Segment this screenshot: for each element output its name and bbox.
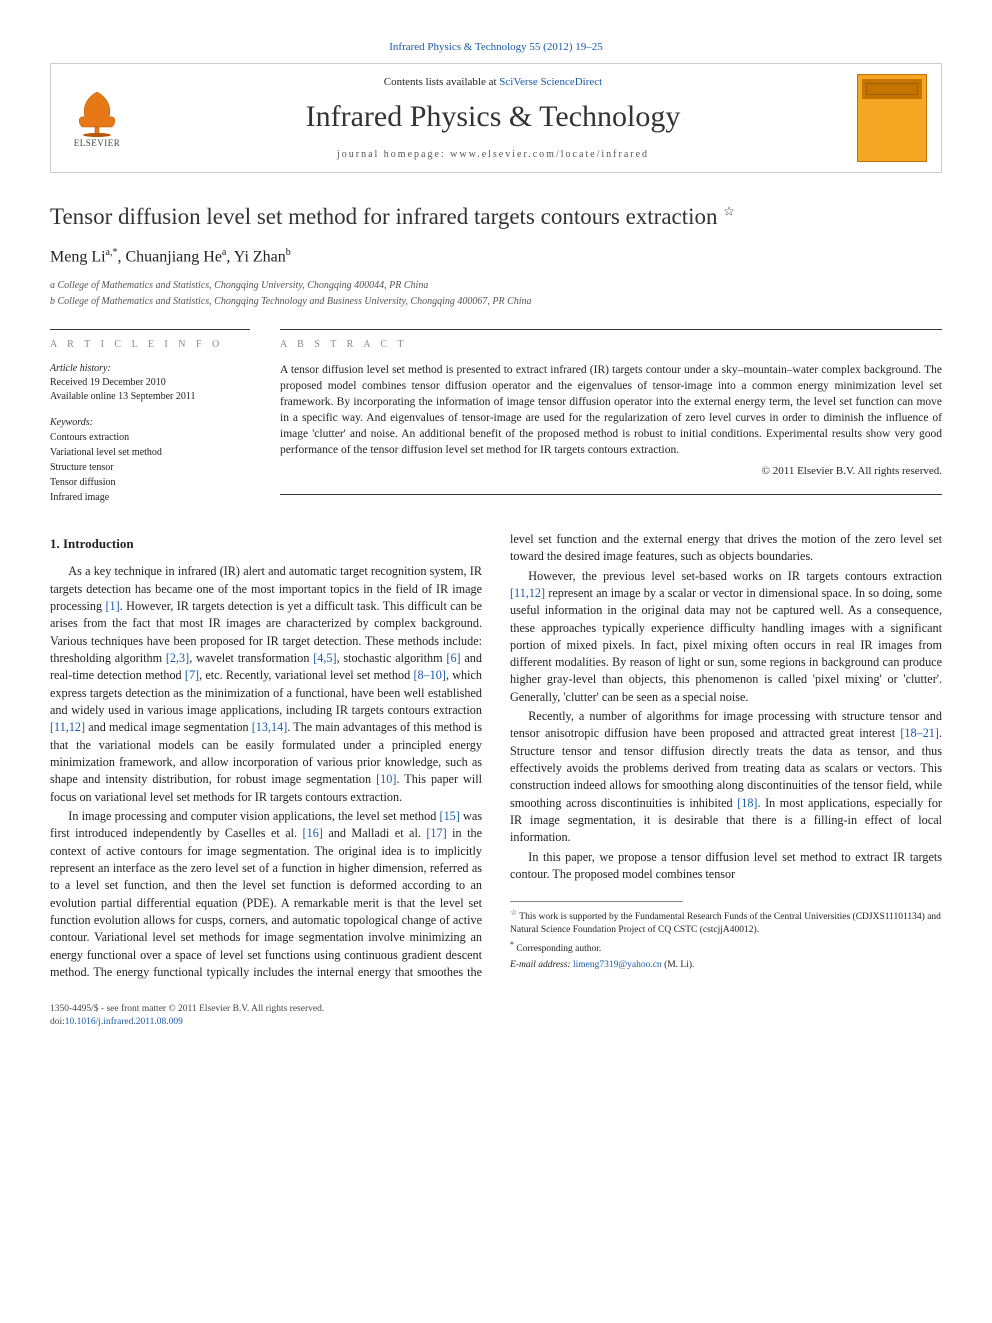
body-paragraph: As a key technique in infrared (IR) aler…	[50, 563, 482, 806]
author-3: Yi Zhan	[234, 248, 286, 265]
elsevier-tree-icon	[67, 87, 127, 137]
citation-link[interactable]: [10]	[376, 772, 396, 786]
citation-link[interactable]: [13,14]	[252, 720, 288, 734]
affiliations: a College of Mathematics and Statistics,…	[50, 279, 942, 309]
affiliation-b: b College of Mathematics and Statistics,…	[50, 295, 942, 309]
sep: ,	[226, 248, 233, 265]
citation-link[interactable]: [18]	[737, 796, 757, 810]
keyword: Variational level set method	[50, 446, 250, 460]
author-1-aff: a,	[106, 247, 113, 258]
section-heading-1: 1. Introduction	[50, 535, 482, 553]
doi-prefix: doi:	[50, 1017, 65, 1027]
history-head: Article history:	[50, 362, 250, 376]
article-title-text: Tensor diffusion level set method for in…	[50, 204, 718, 229]
citation-link[interactable]: [2,3]	[166, 651, 189, 665]
contents-prefix: Contents lists available at	[384, 76, 499, 88]
info-abstract-row: A R T I C L E I N F O Article history: R…	[50, 329, 942, 505]
footnote-email: E-mail address: limeng7319@yahoo.cn (M. …	[510, 959, 942, 972]
citation-link[interactable]: [17]	[426, 826, 446, 840]
journal-header: ELSEVIER Contents lists available at Sci…	[50, 63, 942, 173]
footnote-corresponding: * Corresponding author.	[510, 940, 942, 956]
page-footer: 1350-4495/$ - see front matter © 2011 El…	[50, 1003, 942, 1030]
corresponding-text: Corresponding author.	[514, 944, 601, 954]
homepage-prefix: journal homepage:	[337, 149, 450, 160]
citation-link[interactable]: [15]	[440, 809, 460, 823]
keyword: Contours extraction	[50, 431, 250, 445]
keyword: Infrared image	[50, 491, 250, 505]
citation-link[interactable]: [16]	[303, 826, 323, 840]
body-paragraph: However, the previous level set-based wo…	[510, 568, 942, 707]
keyword: Structure tensor	[50, 461, 250, 475]
citation-link[interactable]: [7]	[185, 668, 199, 682]
citation-link[interactable]: [18–21]	[900, 726, 939, 740]
citation-link[interactable]: [8–10]	[413, 668, 446, 682]
history-online: Available online 13 September 2011	[50, 390, 250, 404]
author-2: Chuanjiang He	[126, 248, 222, 265]
footnote-funding: ☆ This work is supported by the Fundamen…	[510, 908, 942, 937]
body-two-columns: 1. Introduction As a key technique in in…	[50, 531, 942, 981]
sciencedirect-link[interactable]: SciVerse ScienceDirect	[499, 76, 602, 88]
footnotes: ☆ This work is supported by the Fundamen…	[510, 908, 942, 972]
author-1: Meng Li	[50, 248, 106, 265]
citation-link[interactable]: [1]	[106, 599, 120, 613]
footnote-separator	[510, 901, 683, 902]
journal-reference: Infrared Physics & Technology 55 (2012) …	[50, 40, 942, 55]
body-paragraph: Recently, a number of algorithms for ima…	[510, 708, 942, 847]
article-title: Tensor diffusion level set method for in…	[50, 203, 942, 232]
header-center: Contents lists available at SciVerse Sci…	[143, 75, 843, 162]
contents-line: Contents lists available at SciVerse Sci…	[143, 75, 843, 90]
citation-link[interactable]: [11,12]	[510, 586, 545, 600]
citation-link[interactable]: [6]	[446, 651, 460, 665]
journal-cover-thumbnail	[857, 74, 927, 162]
homepage-url[interactable]: www.elsevier.com/locate/infrared	[450, 149, 649, 160]
citation-link[interactable]: [4,5]	[313, 651, 336, 665]
affiliation-a: a College of Mathematics and Statistics,…	[50, 279, 942, 293]
abstract-text: A tensor diffusion level set method is p…	[280, 362, 942, 459]
elsevier-logo: ELSEVIER	[65, 83, 129, 153]
elsevier-brand-text: ELSEVIER	[74, 137, 121, 150]
history-received: Received 19 December 2010	[50, 376, 250, 390]
funding-text: This work is supported by the Fundamenta…	[510, 913, 941, 936]
sep: ,	[118, 248, 126, 265]
doi-link[interactable]: 10.1016/j.infrared.2011.08.009	[65, 1017, 183, 1027]
homepage-line: journal homepage: www.elsevier.com/locat…	[143, 148, 843, 162]
keyword: Tensor diffusion	[50, 476, 250, 490]
article-info-label: A R T I C L E I N F O	[50, 338, 250, 352]
email-label: E-mail address:	[510, 960, 573, 970]
abstract-column: A B S T R A C T A tensor diffusion level…	[280, 329, 942, 505]
journal-title: Infrared Physics & Technology	[143, 96, 843, 138]
issn-line: 1350-4495/$ - see front matter © 2011 El…	[50, 1003, 942, 1016]
email-suffix: (M. Li).	[662, 960, 695, 970]
keywords-head: Keywords:	[50, 416, 250, 430]
author-list: Meng Lia,*, Chuanjiang Hea, Yi Zhanb	[50, 246, 942, 269]
abstract-copyright: © 2011 Elsevier B.V. All rights reserved…	[280, 464, 942, 479]
title-footnote-marker: ☆	[723, 204, 735, 219]
citation-link[interactable]: [11,12]	[50, 720, 85, 734]
body-paragraph: In this paper, we propose a tensor diffu…	[510, 849, 942, 884]
abstract-label: A B S T R A C T	[280, 338, 942, 352]
author-3-aff: b	[286, 247, 291, 258]
corresponding-email-link[interactable]: limeng7319@yahoo.cn	[573, 960, 662, 970]
journal-reference-link[interactable]: Infrared Physics & Technology 55 (2012) …	[389, 41, 603, 53]
article-info-column: A R T I C L E I N F O Article history: R…	[50, 329, 250, 505]
abstract-bottom-rule	[280, 494, 942, 495]
